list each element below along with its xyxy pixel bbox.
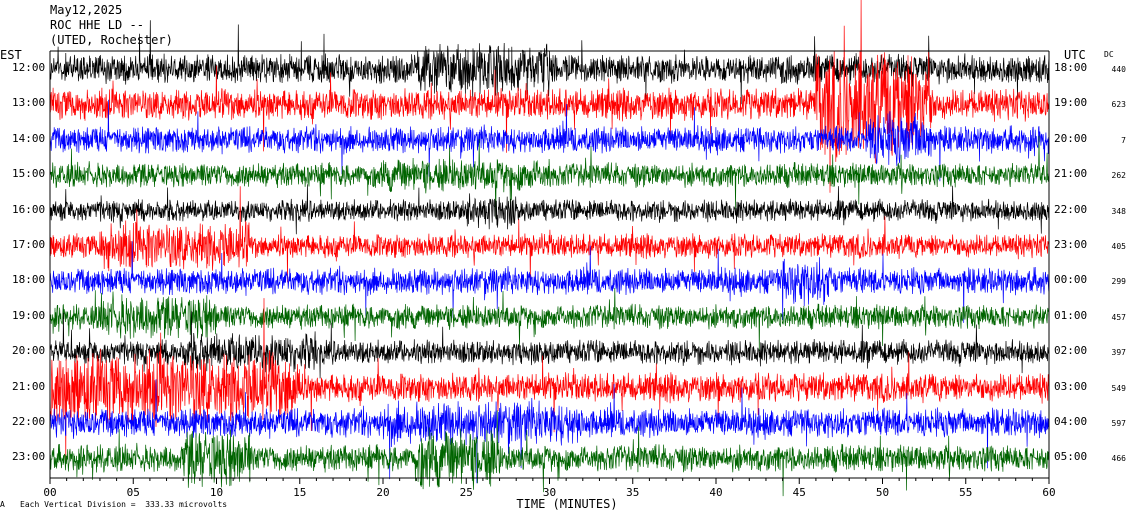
utc-hour-label: 21:00 xyxy=(1054,167,1088,181)
utc-hour-label: 19:00 xyxy=(1054,96,1088,110)
trace-1900 xyxy=(49,287,1050,352)
dc-offset-value: 299 xyxy=(1111,277,1126,287)
utc-hour-label: 05:00 xyxy=(1054,450,1088,464)
x-tick-label: 50 xyxy=(875,486,890,499)
est-hour-label: 16:00 xyxy=(12,202,46,216)
utc-hour-label: 00:00 xyxy=(1054,273,1088,287)
dc-offset-value: 597 xyxy=(1111,419,1126,428)
x-tick-label: 15 xyxy=(293,486,307,499)
dc-offset-value: 348 xyxy=(1111,206,1126,216)
plot-axes xyxy=(49,50,1050,484)
trace-1700 xyxy=(49,186,1050,284)
trace-1300 xyxy=(49,0,1050,193)
trace-2200 xyxy=(49,379,1050,484)
trace-2000 xyxy=(49,311,1050,379)
trace-1400 xyxy=(49,99,1050,182)
dc-offset-value: 440 xyxy=(1111,65,1126,74)
dc-offset-value: 397 xyxy=(1111,348,1126,358)
utc-hour-label: 18:00 xyxy=(1054,61,1088,74)
est-hour-label: 19:00 xyxy=(12,308,46,322)
dc-offset-value: 457 xyxy=(1111,312,1126,322)
utc-hour-label: 03:00 xyxy=(1054,379,1088,393)
utc-hour-label: 01:00 xyxy=(1054,308,1088,322)
seismic-traces xyxy=(49,0,1050,497)
utc-hour-label: 20:00 xyxy=(1054,131,1088,145)
dc-offset-value: 7 xyxy=(1121,135,1126,145)
plot-date: May12,2025 xyxy=(50,3,123,17)
x-tick-label: 00 xyxy=(43,486,57,499)
utc-hour-label: 22:00 xyxy=(1054,202,1088,216)
station-location: (UTED, Rochester) xyxy=(50,33,173,47)
dc-offset-value: 466 xyxy=(1111,454,1126,464)
corner-mark: A xyxy=(0,500,5,509)
utc-hour-label: 04:00 xyxy=(1054,415,1088,428)
x-tick-label: 35 xyxy=(626,486,640,499)
est-hour-label: 22:00 xyxy=(12,415,46,428)
right-timezone-label: UTC xyxy=(1064,48,1086,62)
x-tick-label: 45 xyxy=(792,486,806,499)
trace-1500 xyxy=(49,135,1050,219)
utc-hour-label: 23:00 xyxy=(1054,238,1088,251)
x-tick-label: 10 xyxy=(209,486,224,499)
x-tick-label: 40 xyxy=(709,486,723,499)
scale-footnote: Each Vertical Division = 333.33 microvol… xyxy=(20,500,228,509)
dc-offset-value: 262 xyxy=(1111,171,1126,181)
est-hour-label: 20:00 xyxy=(12,344,46,358)
est-hour-label: 23:00 xyxy=(12,450,46,464)
est-hour-label: 15:00 xyxy=(12,167,46,181)
left-timezone-label: EST xyxy=(0,48,22,62)
est-hour-label: 12:00 xyxy=(12,61,46,74)
est-hour-label: 13:00 xyxy=(12,96,46,110)
dc-header-label: DC xyxy=(1104,50,1114,59)
x-tick-label: 05 xyxy=(126,486,140,499)
trace-2100 xyxy=(49,298,1050,465)
utc-hour-label: 02:00 xyxy=(1054,344,1088,358)
dc-offset-value: 623 xyxy=(1111,100,1126,110)
est-hour-label: 21:00 xyxy=(12,379,46,393)
dc-offset-value: 405 xyxy=(1111,242,1126,251)
est-hour-label: 17:00 xyxy=(12,238,46,251)
x-axis-label: TIME (MINUTES) xyxy=(516,497,618,511)
x-tick-label: 30 xyxy=(542,486,557,499)
station-code: ROC HHE LD -- xyxy=(50,18,144,32)
trace-2300 xyxy=(49,410,1050,497)
est-hour-label: 14:00 xyxy=(12,131,46,145)
trace-1600 xyxy=(49,184,1050,235)
x-tick-label: 25 xyxy=(459,486,473,499)
dc-offset-value: 549 xyxy=(1111,383,1126,393)
trace-1800 xyxy=(49,241,1050,323)
est-hour-label: 18:00 xyxy=(12,273,46,287)
x-tick-label: 60 xyxy=(1042,486,1056,499)
x-tick-label: 55 xyxy=(959,486,973,499)
x-tick-label: 20 xyxy=(376,486,390,499)
